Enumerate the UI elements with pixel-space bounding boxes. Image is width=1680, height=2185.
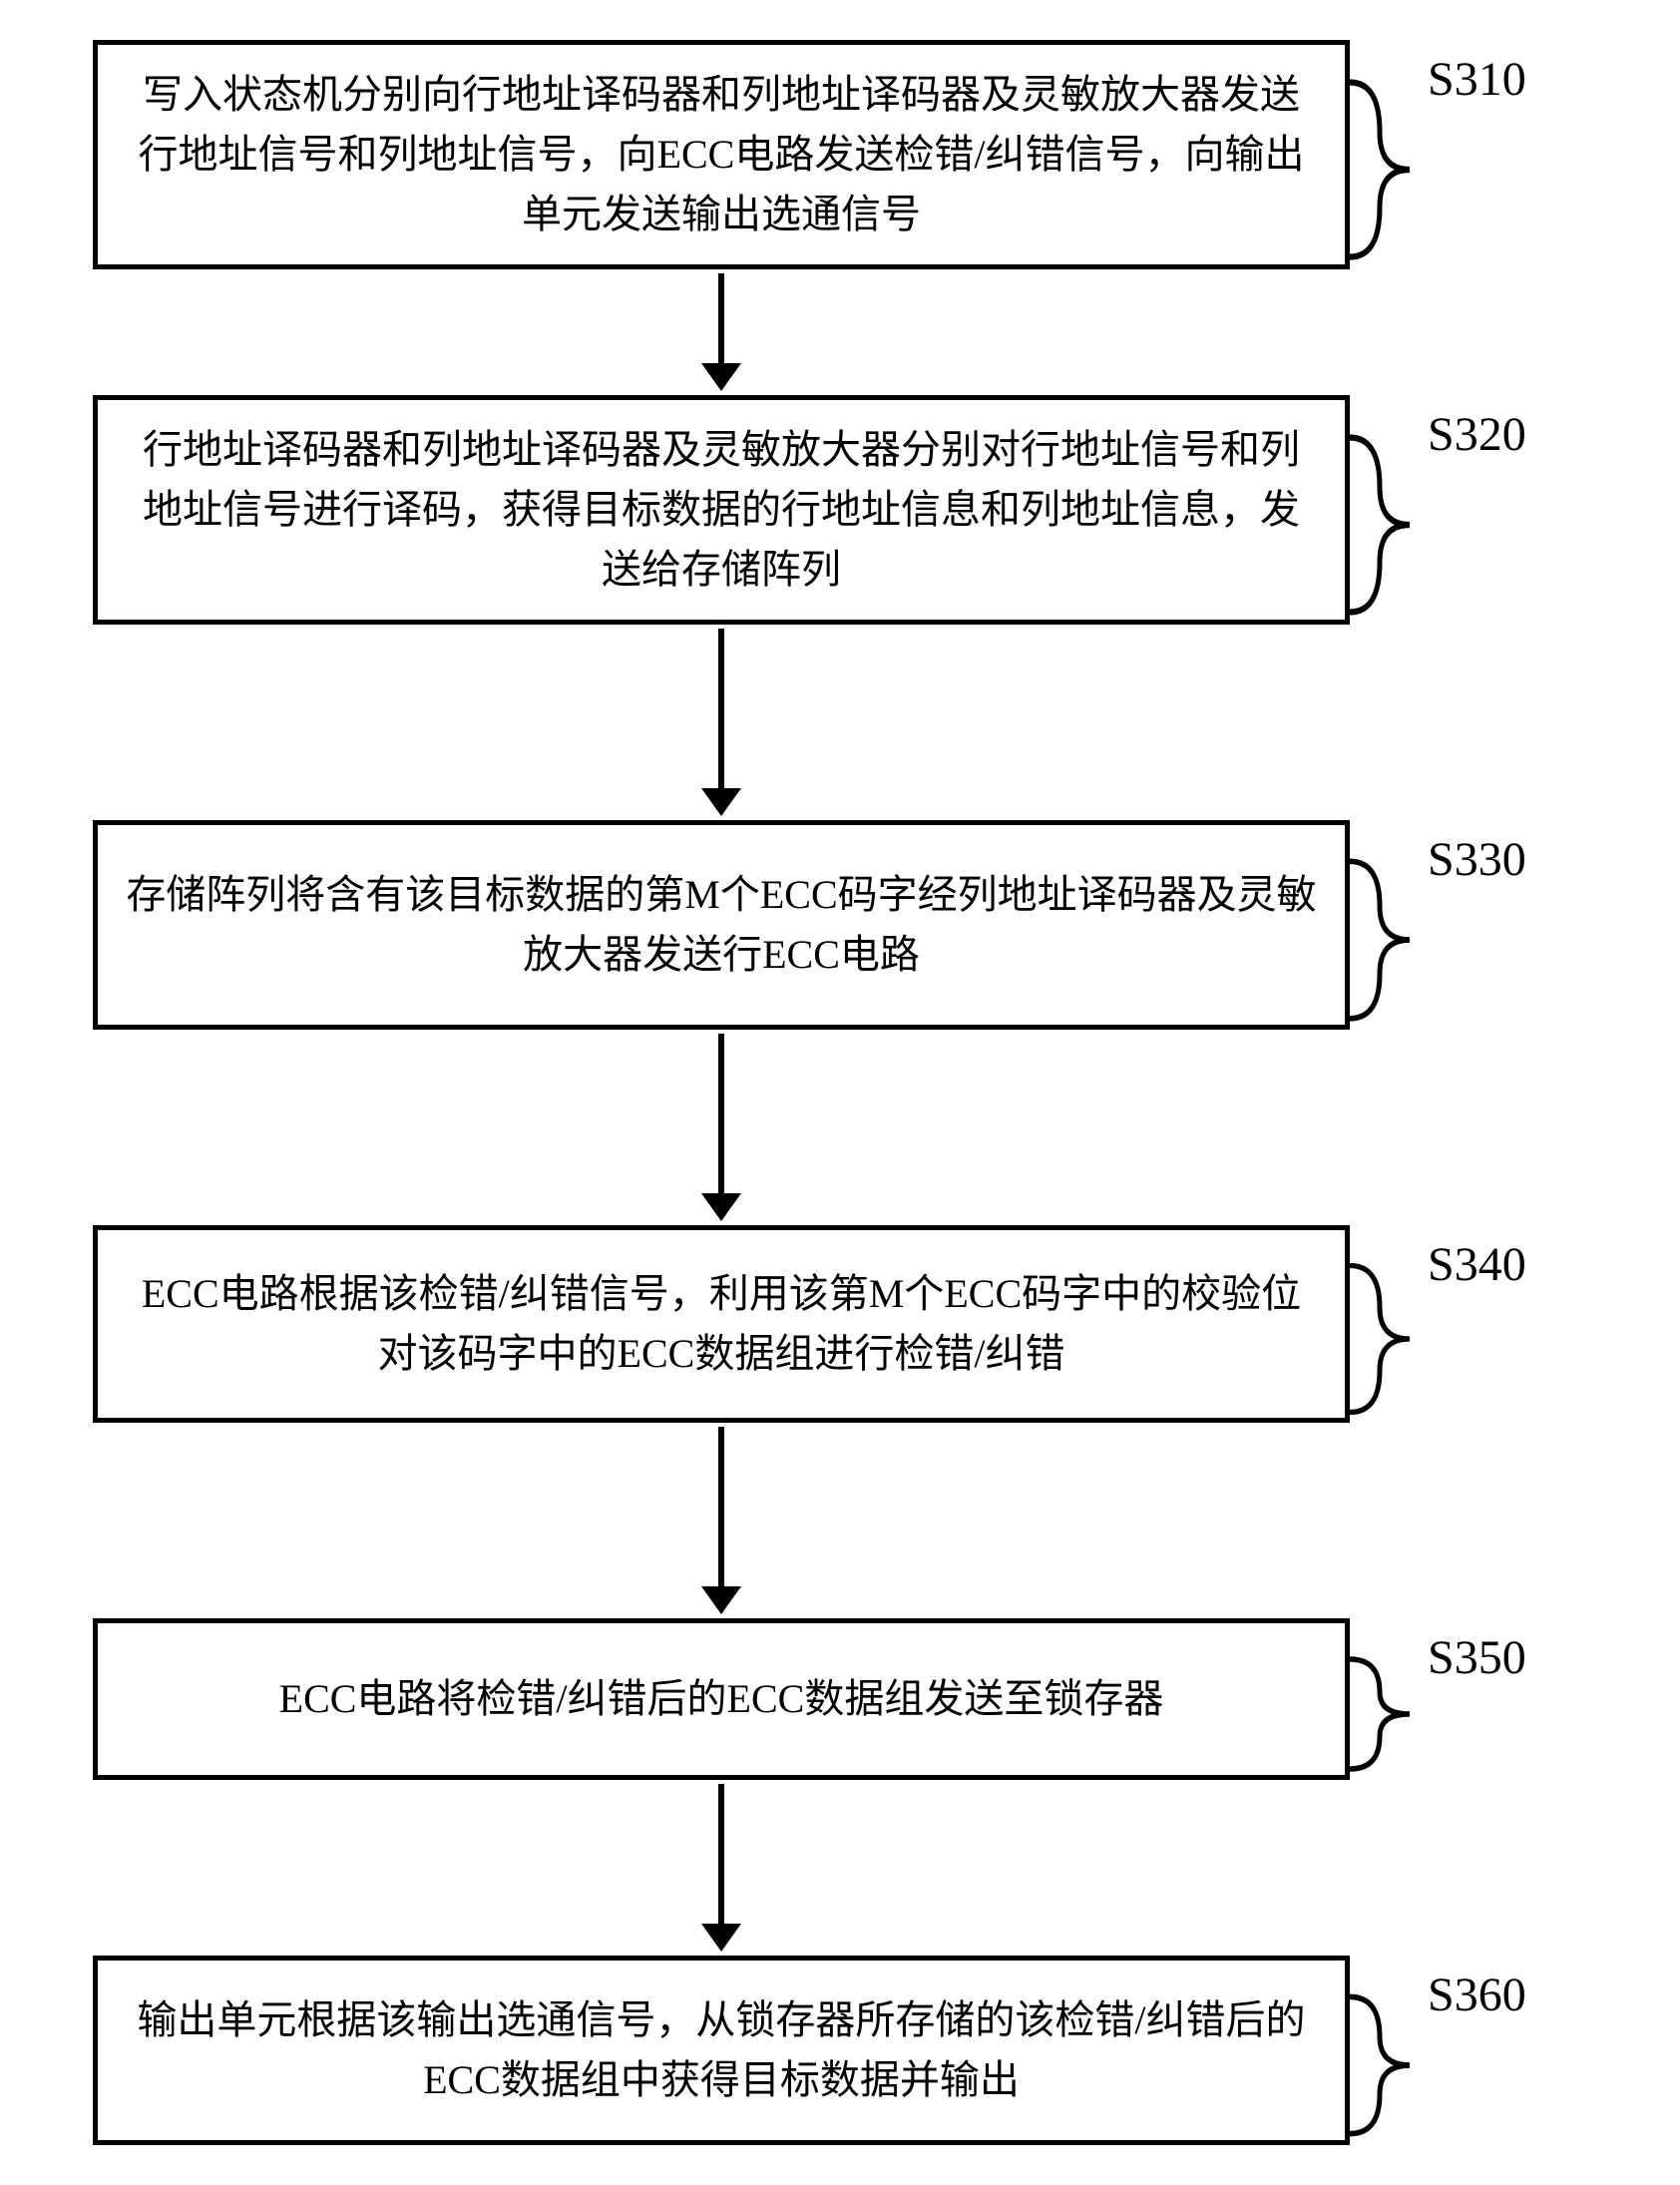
arrow-line xyxy=(718,1784,724,1924)
step-box-s310: 写入状态机分别向行地址译码器和列地址译码器及灵敏放大器发送行地址信号和列地址信号… xyxy=(93,40,1350,269)
step-label-s350: S350 xyxy=(1428,1618,1587,1685)
arrow-line xyxy=(718,1427,724,1586)
step-text: ECC电路将检错/纠错后的ECC数据组发送至锁存器 xyxy=(279,1676,1164,1721)
step-label-s310: S310 xyxy=(1428,40,1587,107)
brace-connector xyxy=(1350,1225,1410,1423)
arrow-head-icon xyxy=(701,1924,741,1952)
flow-row: ECC电路将检错/纠错后的ECC数据组发送至锁存器 S350 xyxy=(92,1618,1588,1780)
flow-row: 行地址译码器和列地址译码器及灵敏放大器分别对行地址信号和列地址信号进行译码，获得… xyxy=(92,395,1588,625)
step-box-s340: ECC电路根据该检错/纠错信号，利用该第M个ECC码字中的校验位对该码字中的EC… xyxy=(93,1225,1350,1423)
brace-connector xyxy=(1350,40,1410,269)
flowchart-container: 写入状态机分别向行地址译码器和列地址译码器及灵敏放大器发送行地址信号和列地址信号… xyxy=(92,40,1588,2145)
flow-arrow xyxy=(701,629,741,816)
flow-row: 存储阵列将含有该目标数据的第M个ECC码字经列地址译码器及灵敏放大器发送行ECC… xyxy=(92,820,1588,1030)
arrow-head-icon xyxy=(701,363,741,391)
brace-connector xyxy=(1350,1956,1410,2145)
step-text: 存储阵列将含有该目标数据的第M个ECC码字经列地址译码器及灵敏放大器发送行ECC… xyxy=(126,872,1316,977)
arrow-line xyxy=(718,629,724,788)
brace-connector xyxy=(1350,395,1410,625)
flow-arrow xyxy=(701,1427,741,1614)
step-box-s360: 输出单元根据该输出选通信号，从锁存器所存储的该检错/纠错后的ECC数据组中获得目… xyxy=(93,1956,1350,2145)
flow-arrow xyxy=(701,1784,741,1952)
flow-row: ECC电路根据该检错/纠错信号，利用该第M个ECC码字中的校验位对该码字中的EC… xyxy=(92,1225,1588,1423)
arrow-line xyxy=(718,273,724,363)
step-label-s330: S330 xyxy=(1428,820,1587,887)
flow-row: 写入状态机分别向行地址译码器和列地址译码器及灵敏放大器发送行地址信号和列地址信号… xyxy=(92,40,1588,269)
step-text: 行地址译码器和列地址译码器及灵敏放大器分别对行地址信号和列地址信号进行译码，获得… xyxy=(143,427,1300,592)
step-box-s350: ECC电路将检错/纠错后的ECC数据组发送至锁存器 xyxy=(93,1618,1350,1780)
arrow-line xyxy=(718,1034,724,1193)
step-text: 输出单元根据该输出选通信号，从锁存器所存储的该检错/纠错后的ECC数据组中获得目… xyxy=(137,1997,1305,2102)
step-label-s340: S340 xyxy=(1428,1225,1587,1292)
flow-row: 输出单元根据该输出选通信号，从锁存器所存储的该检错/纠错后的ECC数据组中获得目… xyxy=(92,1956,1588,2145)
step-text: 写入状态机分别向行地址译码器和列地址译码器及灵敏放大器发送行地址信号和列地址信号… xyxy=(139,72,1305,236)
step-box-s330: 存储阵列将含有该目标数据的第M个ECC码字经列地址译码器及灵敏放大器发送行ECC… xyxy=(93,820,1350,1030)
step-label-s320: S320 xyxy=(1428,395,1587,462)
arrow-head-icon xyxy=(701,1193,741,1221)
step-label-s360: S360 xyxy=(1428,1956,1587,2022)
brace-connector xyxy=(1350,820,1410,1030)
flow-arrow xyxy=(701,273,741,391)
arrow-head-icon xyxy=(701,1586,741,1614)
step-box-s320: 行地址译码器和列地址译码器及灵敏放大器分别对行地址信号和列地址信号进行译码，获得… xyxy=(93,395,1350,625)
arrow-head-icon xyxy=(701,788,741,816)
step-text: ECC电路根据该检错/纠错信号，利用该第M个ECC码字中的校验位对该码字中的EC… xyxy=(142,1271,1301,1376)
brace-connector xyxy=(1350,1618,1410,1780)
flow-arrow xyxy=(701,1034,741,1221)
